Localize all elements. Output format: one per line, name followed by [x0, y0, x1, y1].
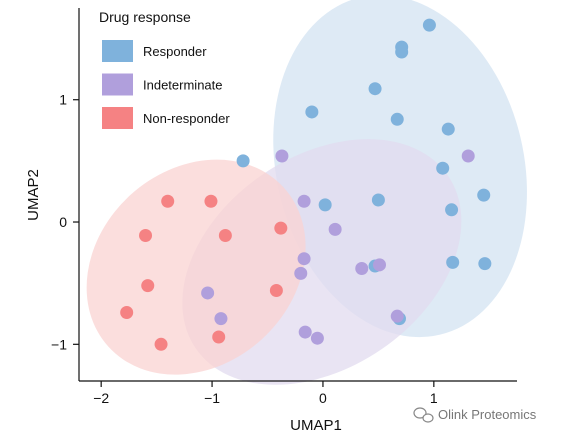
x-tick-label: −2	[93, 390, 109, 406]
point-responder-3	[368, 82, 382, 96]
point-responder-0	[422, 18, 436, 32]
point-indeterminate-0	[275, 149, 289, 163]
point-indeterminate-3	[328, 222, 342, 236]
point-indeterminate-6	[355, 261, 369, 275]
legend-swatch-responder	[102, 40, 133, 62]
legend-label-responder: Responder	[143, 44, 207, 59]
point-indeterminate-11	[298, 325, 312, 339]
point-indeterminate-7	[373, 258, 387, 272]
watermark-text: Olink Proteomics	[438, 407, 537, 422]
x-axis-title: UMAP1	[290, 417, 342, 434]
y-axis-title: UMAP2	[25, 169, 42, 221]
point-indeterminate-8	[201, 286, 215, 300]
point-indeterminate-9	[214, 312, 228, 326]
point-indeterminate-2	[297, 194, 311, 208]
point-responder-10	[371, 193, 385, 207]
point-responder-11	[318, 198, 332, 212]
point-non-responder-3	[218, 228, 232, 242]
confidence-ellipses	[86, 0, 527, 385]
ellipse-non-responder	[86, 159, 306, 375]
point-non-responder-8	[212, 330, 226, 344]
wechat-icon	[413, 407, 434, 423]
watermark: Olink Proteomics	[413, 407, 537, 423]
point-responder-2	[395, 45, 409, 59]
point-indeterminate-4	[297, 252, 311, 266]
legend-label-indeterminate: Indeterminate	[143, 78, 223, 93]
point-responder-12	[445, 203, 459, 217]
point-responder-5	[390, 112, 404, 126]
y-tick-label: 0	[59, 214, 67, 230]
point-indeterminate-5	[294, 266, 308, 280]
point-non-responder-9	[154, 337, 168, 351]
point-responder-4	[305, 105, 319, 119]
legend-label-non-responder: Non-responder	[143, 111, 230, 126]
data-points	[120, 18, 492, 351]
legend-swatch-indeterminate	[102, 73, 133, 96]
x-tick-label: 1	[430, 390, 438, 406]
legend-swatch-non-responder	[102, 107, 133, 129]
legend-title: Drug response	[99, 9, 191, 25]
point-responder-7	[236, 154, 250, 168]
point-non-responder-0	[161, 194, 175, 208]
x-ticks: −2 −1 0 1	[93, 381, 438, 406]
y-tick-label: −1	[51, 336, 67, 352]
point-responder-8	[436, 161, 450, 175]
point-indeterminate-1	[461, 149, 475, 163]
point-non-responder-7	[120, 306, 134, 320]
y-tick-label: 1	[59, 92, 67, 108]
point-non-responder-4	[274, 221, 288, 235]
point-non-responder-1	[204, 194, 218, 208]
point-indeterminate-10	[390, 309, 404, 323]
point-non-responder-5	[141, 279, 155, 293]
point-responder-13	[446, 255, 460, 269]
point-indeterminate-12	[310, 331, 324, 345]
point-responder-6	[441, 122, 455, 136]
point-non-responder-6	[269, 284, 283, 298]
x-tick-label: 0	[319, 390, 327, 406]
axes	[78, 8, 517, 382]
x-tick-label: −1	[204, 390, 220, 406]
point-non-responder-2	[139, 228, 153, 242]
y-ticks: −1 0 1	[51, 92, 79, 352]
point-responder-14	[478, 257, 492, 271]
point-responder-9	[477, 188, 491, 202]
legend: Drug response Responder Indeterminate Non-…	[99, 9, 230, 129]
